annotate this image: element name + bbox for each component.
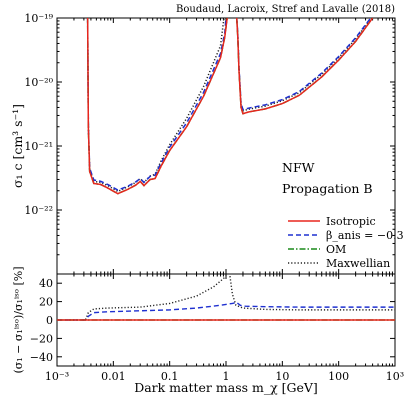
legend-label-maxwellian: Maxwellian xyxy=(326,257,390,270)
xlabel: Dark matter mass m_χ [GeV] xyxy=(134,380,318,395)
top-series-line-om-right xyxy=(235,18,374,115)
xtick-label: 10³ xyxy=(386,370,404,383)
top-series-line-isotropic-left xyxy=(86,18,228,195)
legend: Isotropic β_anis = −0.3 OM Maxwellian xyxy=(288,215,404,270)
bottom-series-line-beta xyxy=(57,301,395,321)
bottom-series-line-maxwellian xyxy=(57,274,395,321)
top-series-line-maxwellian-left xyxy=(86,18,225,193)
top-ylabel: σ₁ c [cm³ s⁻¹] xyxy=(10,104,25,188)
top-series-line-beta-left xyxy=(86,18,227,191)
top-series-line-beta-right xyxy=(235,18,372,111)
bottom-ylabel: (σ₁ − σ₁ⁱˢᵒ)/σ₁ⁱˢᵒ [%] xyxy=(12,266,25,373)
xtick-label: 100 xyxy=(328,370,349,383)
top-ytick-label: 10⁻²¹ xyxy=(24,140,53,153)
top-series-line-isotropic-right xyxy=(235,18,374,115)
top-ytick-label: 10⁻²² xyxy=(24,204,53,217)
legend-label-isotropic: Isotropic xyxy=(326,215,376,228)
top-series-line-maxwellian-right xyxy=(235,18,372,112)
bottom-ytick-label: 0 xyxy=(46,314,53,327)
xtick-label: 10 xyxy=(275,370,289,383)
credit-text: Boudaud, Lacroix, Stref and Lavalle (201… xyxy=(176,4,395,15)
annotation-nfw: NFW xyxy=(282,160,315,175)
bottom-ytick-label: 40 xyxy=(39,277,53,290)
top-panel-series xyxy=(86,18,374,195)
xtick-label: 10⁻³ xyxy=(45,370,69,383)
plot-series xyxy=(57,18,395,321)
bottom-ytick-label: 20 xyxy=(39,296,53,309)
annotation-propagation: Propagation B xyxy=(282,181,373,196)
bottom-panel-series xyxy=(57,274,395,321)
xtick-label: 0.01 xyxy=(101,370,126,383)
legend-label-beta: β_anis = −0.3 xyxy=(326,229,404,242)
top-ytick-label: 10⁻²⁰ xyxy=(24,76,53,89)
bottom-ytick-label: −20 xyxy=(30,332,53,345)
xtick-label: 0.1 xyxy=(161,370,179,383)
axis-ticks: 10⁻³ 0.01 0.1 1 10 100 10³ 10⁻¹⁹ 10⁻²⁰ 10⁻²¹ 10⁻²²… xyxy=(24,12,404,383)
legend-label-om: OM xyxy=(326,243,346,256)
top-ytick-label: 10⁻¹⁹ xyxy=(24,12,53,25)
xtick-label: 1 xyxy=(223,370,230,383)
bottom-ytick-label: −40 xyxy=(30,351,53,364)
